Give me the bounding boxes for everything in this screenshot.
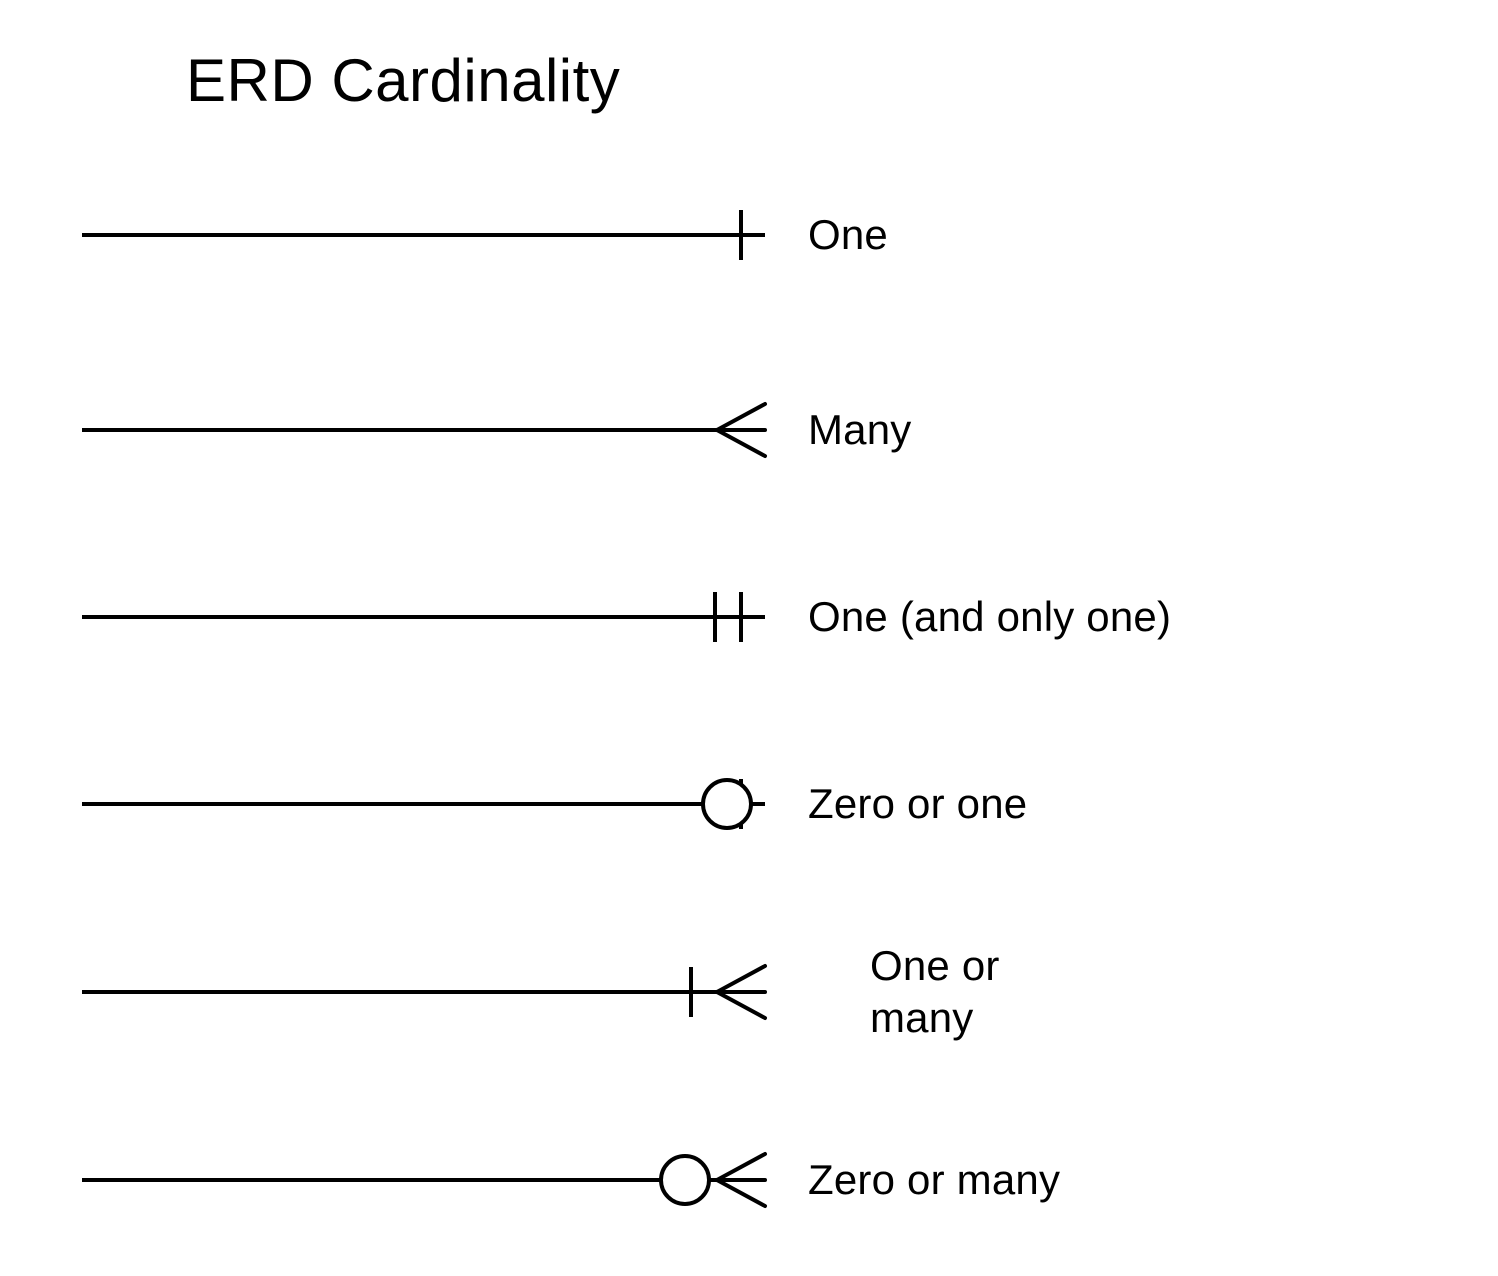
symbol-many-icon xyxy=(0,400,808,460)
symbol-zero-or-many-icon xyxy=(0,1150,808,1210)
cardinality-label: One (and only one) xyxy=(808,591,1171,644)
symbol-one-only-one-icon xyxy=(0,587,808,647)
cardinality-label: One or many xyxy=(870,940,1000,1045)
symbol-zero-or-one-icon xyxy=(0,774,808,834)
cardinality-row-zero-or-one: Zero or one xyxy=(0,774,1498,834)
cardinality-row-one-only-one: One (and only one) xyxy=(0,587,1498,647)
cardinality-label: Zero or one xyxy=(808,778,1027,831)
cardinality-label: One xyxy=(808,209,888,262)
symbol-one-icon xyxy=(0,205,808,265)
cardinality-label: Many xyxy=(808,404,912,457)
cardinality-row-zero-or-many: Zero or many xyxy=(0,1150,1498,1210)
cardinality-row-one-or-many: One or many xyxy=(0,962,1498,1022)
cardinality-label: Zero or many xyxy=(808,1154,1060,1207)
symbol-one-or-many-icon xyxy=(0,962,808,1022)
cardinality-row-many: Many xyxy=(0,400,1498,460)
cardinality-row-one: One xyxy=(0,205,1498,265)
page-title: ERD Cardinality xyxy=(186,46,620,115)
